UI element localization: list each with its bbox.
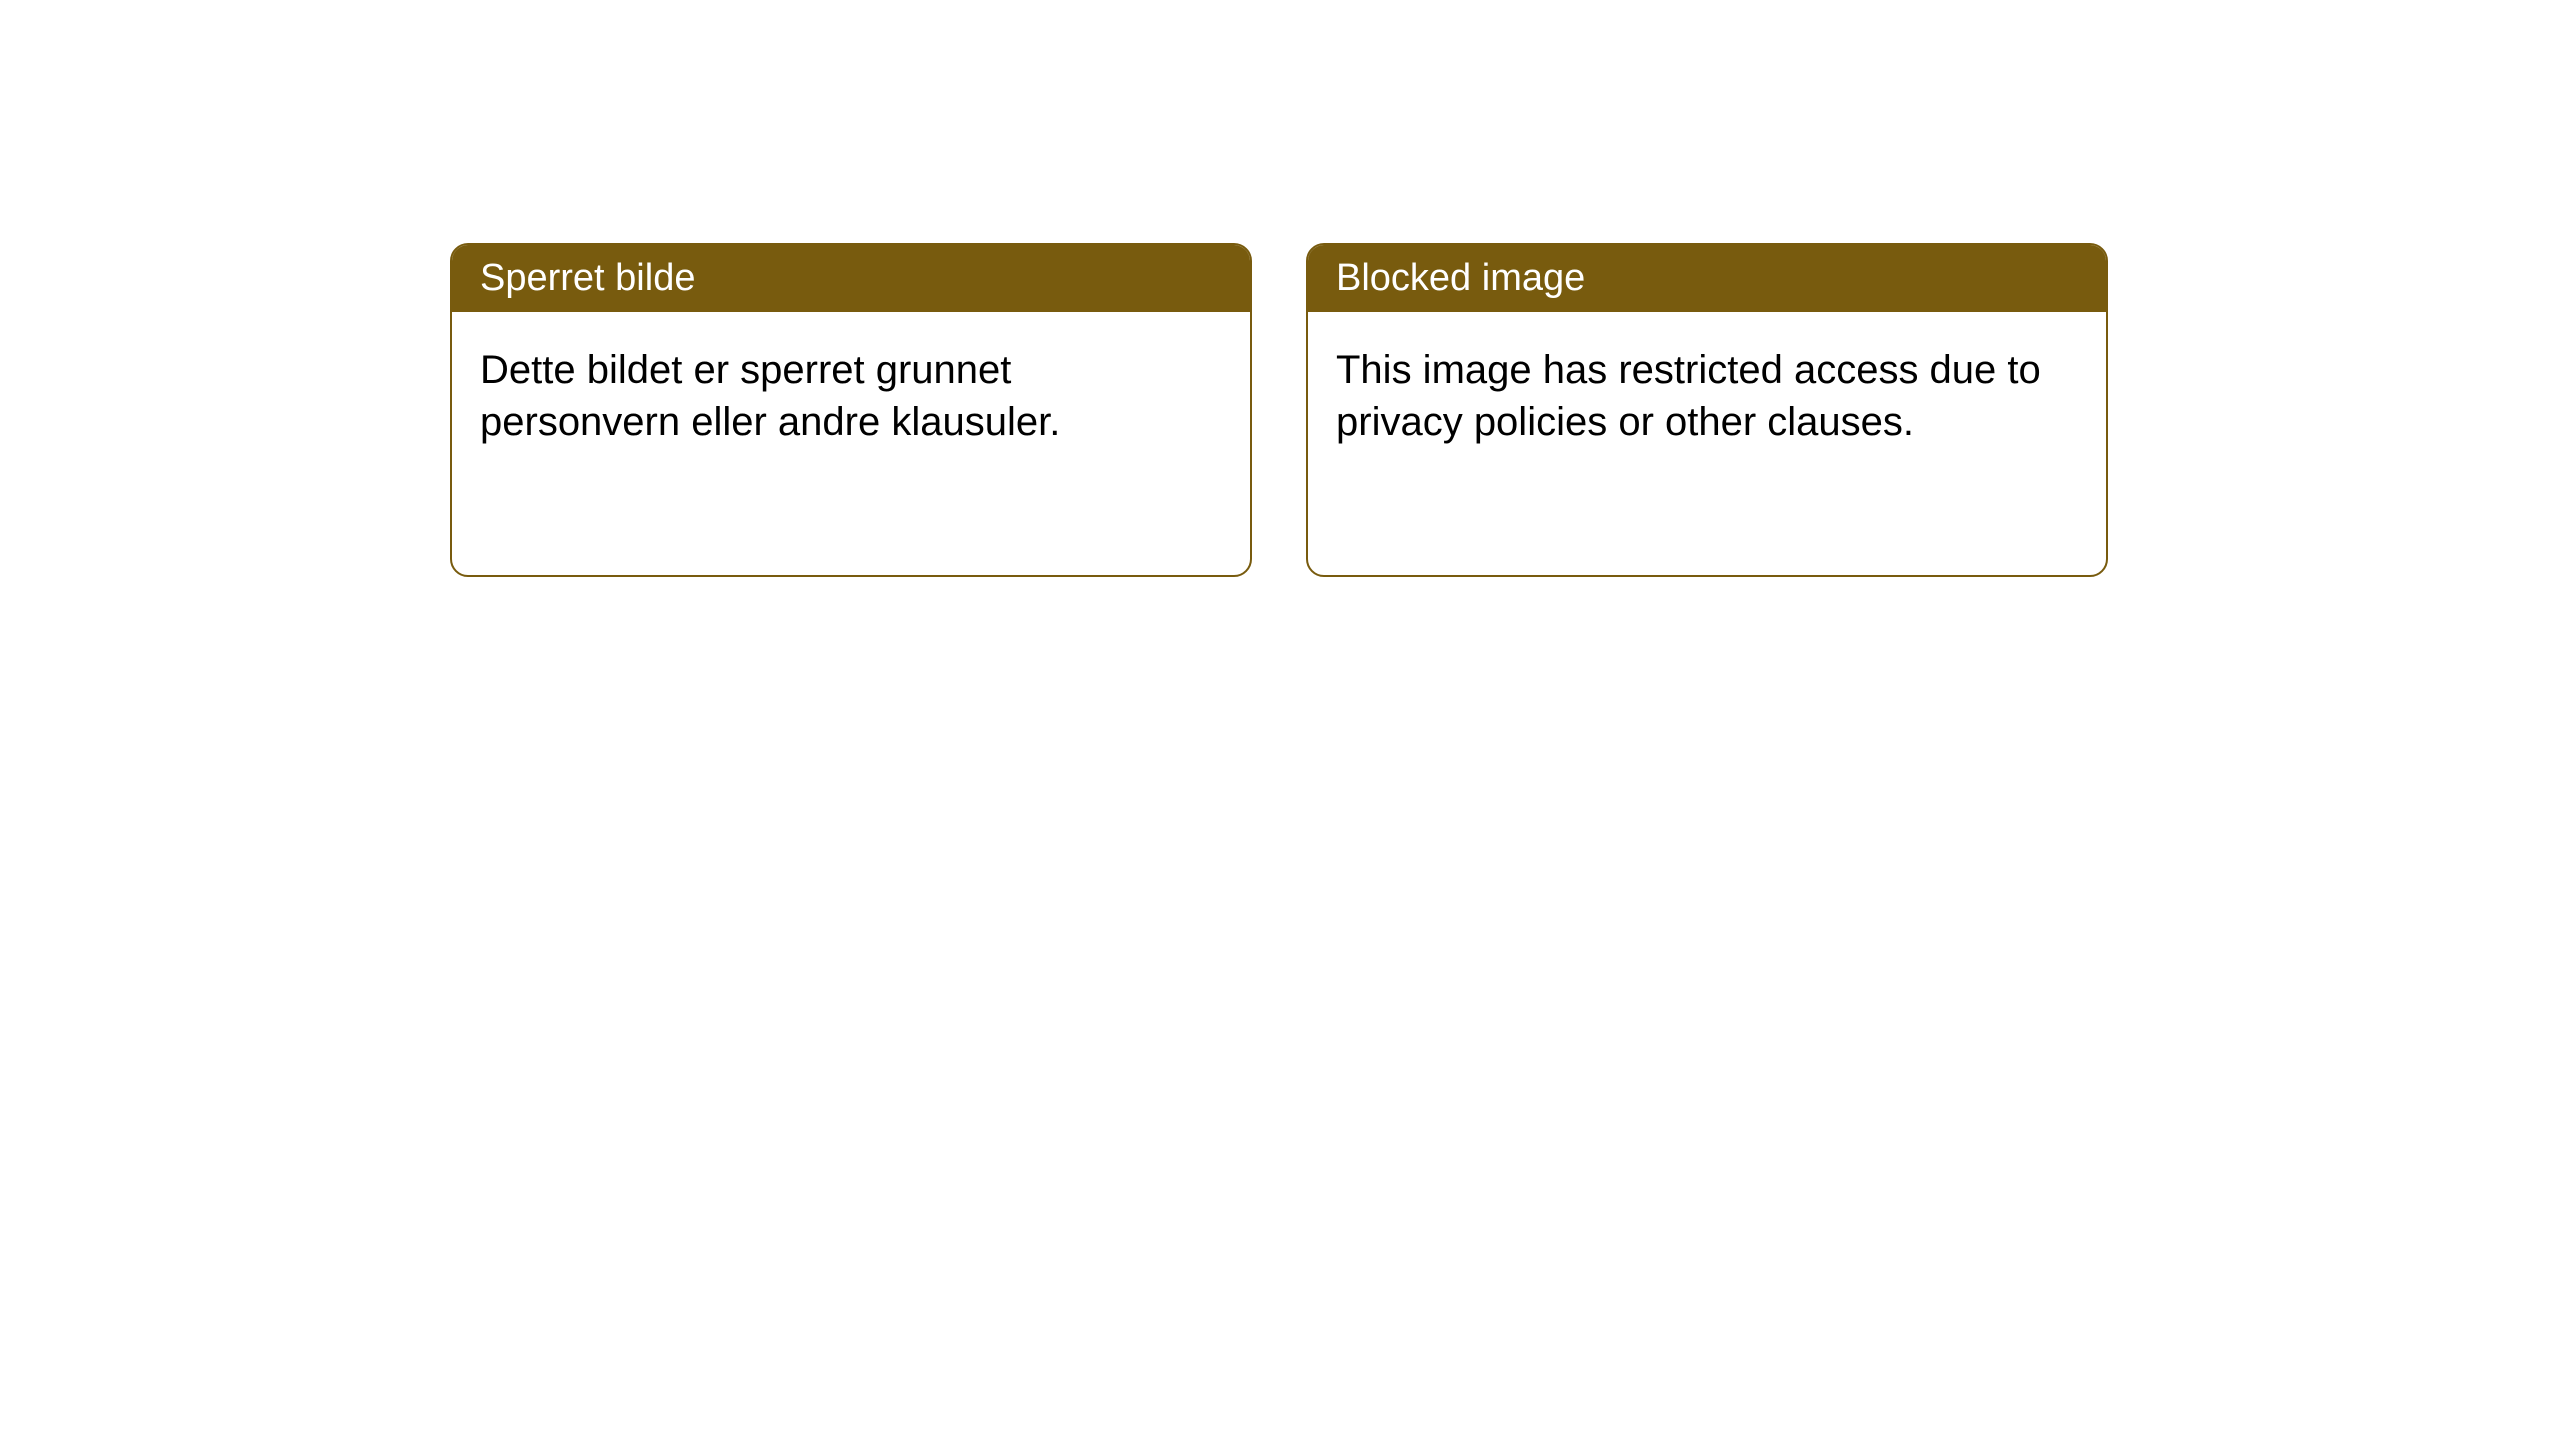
notice-body: Dette bildet er sperret grunnet personve… [452, 312, 1250, 480]
notices-container: Sperret bilde Dette bildet er sperret gr… [0, 0, 2560, 577]
notice-card-norwegian: Sperret bilde Dette bildet er sperret gr… [450, 243, 1252, 577]
notice-card-english: Blocked image This image has restricted … [1306, 243, 2108, 577]
notice-body: This image has restricted access due to … [1308, 312, 2106, 480]
notice-title: Blocked image [1308, 245, 2106, 312]
notice-title: Sperret bilde [452, 245, 1250, 312]
